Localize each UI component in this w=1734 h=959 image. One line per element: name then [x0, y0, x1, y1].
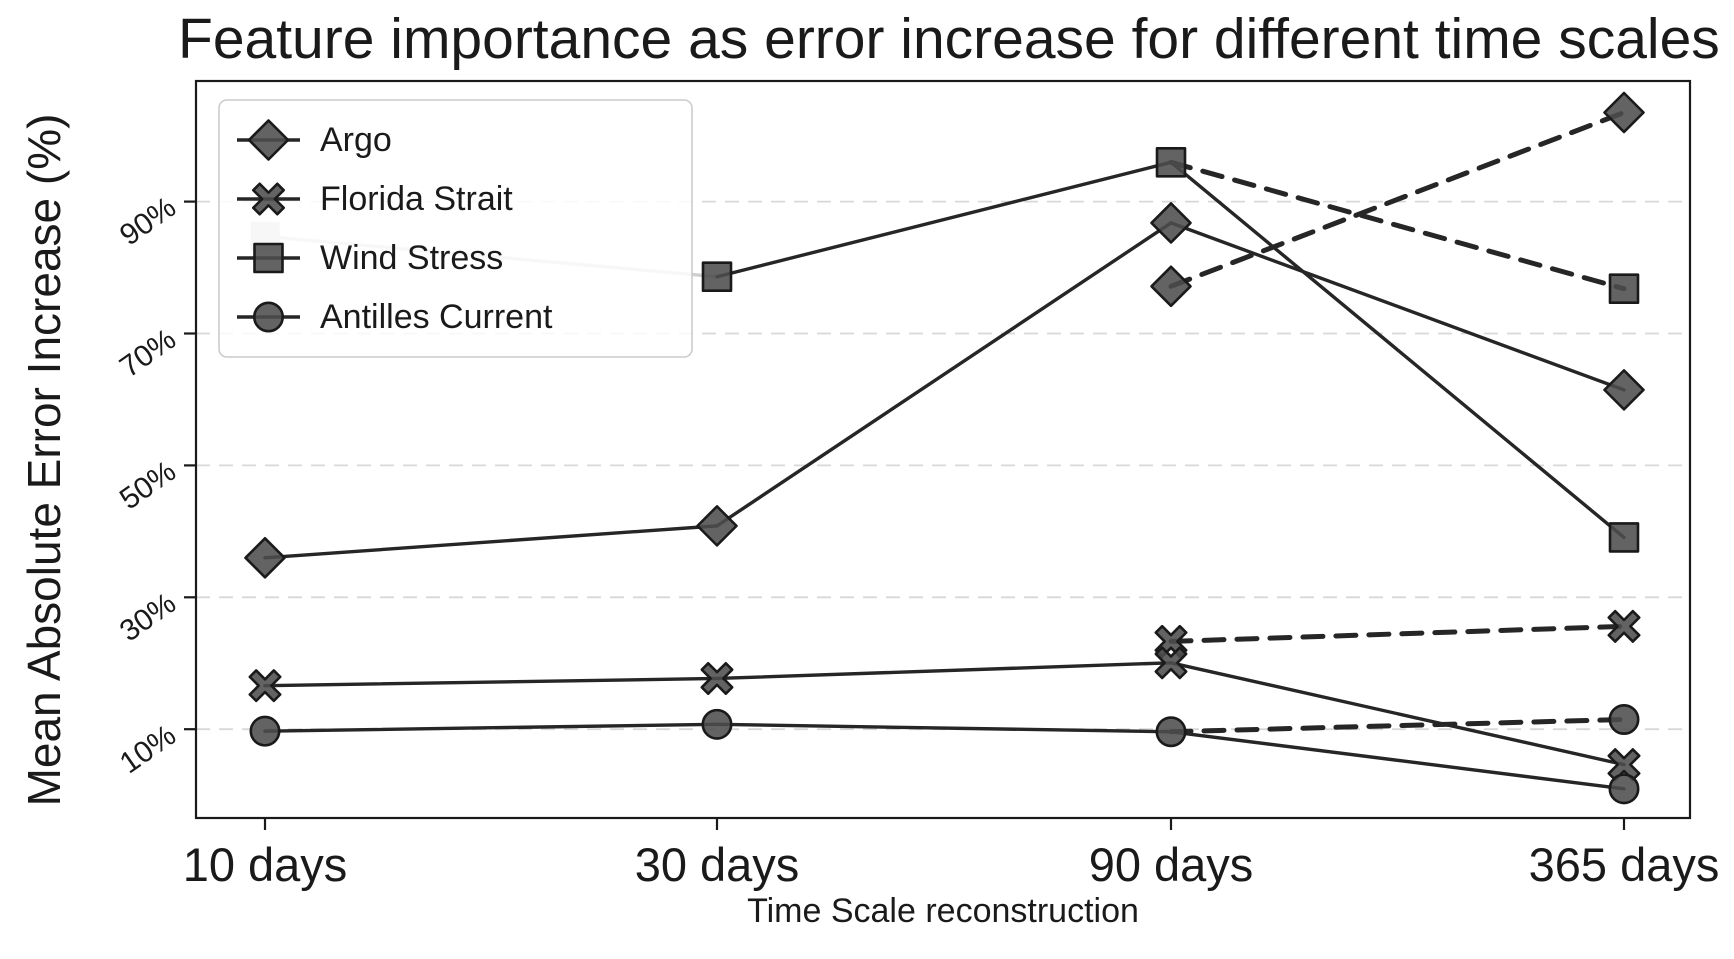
- svg-text:Antilles Current: Antilles Current: [320, 298, 553, 336]
- svg-text:30 days: 30 days: [635, 838, 800, 891]
- svg-text:Argo: Argo: [320, 121, 392, 159]
- svg-text:90 days: 90 days: [1089, 838, 1254, 891]
- svg-text:Feature importance as error in: Feature importance as error increase for…: [178, 7, 1720, 71]
- svg-text:Florida Strait: Florida Strait: [320, 180, 513, 218]
- svg-text:Wind Stress: Wind Stress: [320, 239, 503, 277]
- svg-text:10 days: 10 days: [183, 838, 348, 891]
- svg-text:Mean Absolute Error Increase (: Mean Absolute Error Increase (%): [18, 114, 70, 807]
- svg-text:Time Scale reconstruction: Time Scale reconstruction: [747, 892, 1139, 930]
- svg-text:365 days: 365 days: [1529, 838, 1720, 891]
